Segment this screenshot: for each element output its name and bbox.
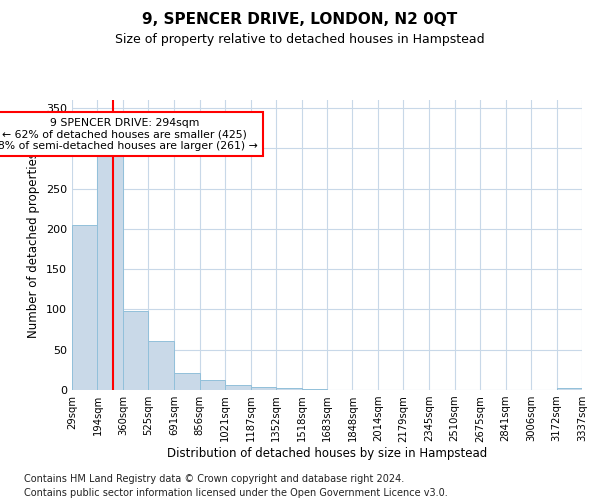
- X-axis label: Distribution of detached houses by size in Hampstead: Distribution of detached houses by size …: [167, 447, 487, 460]
- Text: Size of property relative to detached houses in Hampstead: Size of property relative to detached ho…: [115, 32, 485, 46]
- Bar: [302, 389, 327, 390]
- Bar: [276, 388, 302, 390]
- Y-axis label: Number of detached properties: Number of detached properties: [28, 152, 40, 338]
- Bar: [199, 380, 225, 390]
- Bar: [174, 373, 199, 390]
- Bar: [251, 387, 276, 390]
- Bar: [225, 385, 251, 390]
- Bar: [557, 388, 582, 390]
- Bar: [123, 311, 148, 390]
- Bar: [148, 341, 174, 390]
- Bar: [72, 225, 97, 390]
- Text: 9 SPENCER DRIVE: 294sqm
← 62% of detached houses are smaller (425)
38% of semi-d: 9 SPENCER DRIVE: 294sqm ← 62% of detache…: [0, 118, 258, 151]
- Bar: [97, 156, 123, 390]
- Text: 9, SPENCER DRIVE, LONDON, N2 0QT: 9, SPENCER DRIVE, LONDON, N2 0QT: [142, 12, 458, 28]
- Text: Contains HM Land Registry data © Crown copyright and database right 2024.
Contai: Contains HM Land Registry data © Crown c…: [24, 474, 448, 498]
